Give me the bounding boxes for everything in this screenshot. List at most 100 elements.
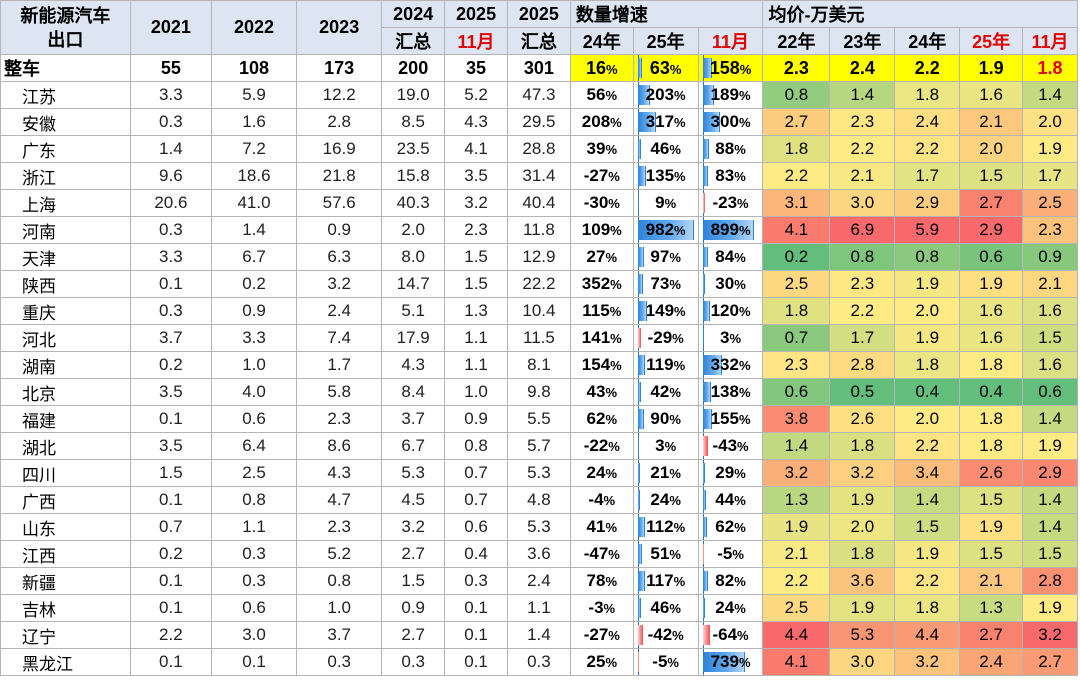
growth-25-unit: %	[674, 115, 686, 130]
total-v2024: 200	[381, 54, 446, 82]
header-2024: 2024	[381, 0, 446, 28]
growth-25-value: 46	[650, 598, 670, 617]
growth-25-label: -42%	[648, 625, 684, 644]
growth-25: -29%	[632, 324, 699, 352]
price-pm: 2.0	[1022, 108, 1078, 136]
price-p23: 1.9	[829, 486, 896, 514]
growth-month-bar	[702, 112, 721, 132]
growth-25-value: 90	[650, 409, 670, 428]
total-price-p22: 2.3	[762, 54, 831, 82]
price-pm: 1.9	[1022, 432, 1078, 460]
price-p24: 0.8	[894, 243, 961, 271]
volume-v2022: 0.6	[210, 405, 298, 433]
price-pm: 3.2	[1022, 621, 1078, 649]
price-p23: 3.0	[829, 189, 896, 217]
volume-v2023: 8.6	[296, 432, 383, 460]
volume-v2025m: 3.5	[444, 162, 508, 190]
growth-month: 120%	[697, 297, 764, 325]
growth-25: 203%	[632, 81, 699, 109]
volume-v2023: 1.7	[296, 351, 383, 379]
province-name: 黑龙江	[0, 648, 131, 676]
growth-month-bar	[702, 517, 708, 537]
volume-v2022: 0.1	[210, 648, 298, 676]
header-price-25: 25年	[959, 27, 1024, 55]
volume-v2025m: 0.1	[444, 621, 508, 649]
growth-25-label: 3%	[655, 436, 676, 455]
growth-month-bar	[702, 436, 708, 456]
total-price-p25: 1.9	[959, 54, 1024, 82]
price-p23: 1.8	[829, 540, 896, 568]
total-v2025t: 301	[506, 54, 571, 82]
volume-v2023: 2.4	[296, 297, 383, 325]
growth-24-value: 56	[586, 85, 606, 104]
growth-month-value: 88	[715, 139, 735, 158]
growth-24-value: 27	[586, 247, 606, 266]
growth-24-unit: %	[610, 223, 622, 238]
volume-v2024: 40.3	[381, 189, 446, 217]
volume-v2025m: 5.2	[444, 81, 508, 109]
growth-24: 39%	[569, 135, 634, 163]
growth-month-unit: %	[737, 196, 749, 211]
growth-month: 155%	[697, 405, 764, 433]
growth-24-label: 208%	[582, 112, 622, 131]
growth-24-label: 39%	[587, 139, 617, 158]
price-p24: 3.2	[894, 648, 961, 676]
growth-24-label: 27%	[587, 247, 617, 266]
growth-25-unit: %	[672, 628, 684, 643]
growth-24-unit: %	[605, 88, 618, 103]
volume-v2021: 9.6	[129, 162, 212, 190]
price-p23: 2.6	[829, 405, 896, 433]
header-price-month: 11月	[1022, 27, 1078, 55]
province-name: 福建	[0, 405, 131, 433]
growth-24-value: -27	[583, 166, 609, 185]
header-row-1: 新能源汽车 出口 2021 2022 2023 2024 2025 2025 数…	[0, 0, 1078, 55]
header-2025-month-sub: 11月	[444, 27, 508, 55]
price-p23: 0.8	[829, 243, 896, 271]
volume-v2024: 8.4	[381, 378, 446, 406]
growth-month-label: 138%	[711, 382, 751, 401]
price-p25: 2.6	[959, 459, 1024, 487]
growth-25-unit: %	[673, 358, 686, 373]
growth-25-value: 112	[646, 517, 674, 536]
growth-month-value: 138	[710, 382, 739, 401]
volume-v2025t: 5.3	[506, 513, 571, 541]
growth-25-label: 112%	[646, 517, 685, 536]
growth-month-unit: %	[734, 142, 746, 157]
price-p25: 1.6	[959, 297, 1024, 325]
growth-month-label: 155%	[711, 409, 751, 428]
growth-24-unit: %	[605, 250, 618, 265]
growth-month: 29%	[697, 459, 764, 487]
growth-24-value: 115	[582, 301, 610, 320]
price-p22: 4.4	[762, 621, 831, 649]
price-pm: 1.9	[1022, 135, 1078, 163]
growth-25-value: 149	[645, 301, 675, 320]
volume-v2024: 0.9	[381, 594, 446, 622]
growth-24: -47%	[569, 540, 634, 568]
growth-25-unit: %	[664, 196, 677, 211]
price-p24: 1.8	[894, 81, 961, 109]
growth-month-unit: %	[738, 304, 751, 319]
growth-month-label: 44%	[715, 490, 745, 509]
growth-24-value: 154	[581, 355, 611, 374]
province-name: 浙江	[0, 162, 131, 190]
header-2022: 2022	[210, 0, 298, 55]
growth-25-bar	[637, 301, 648, 321]
growth-month-bar	[702, 355, 723, 375]
price-p25: 0.6	[959, 243, 1024, 271]
growth-25: -42%	[632, 621, 699, 649]
growth-25: 117%	[632, 567, 699, 595]
total-growth-25-value: 63	[649, 57, 670, 78]
total-growth-24-value: 16	[585, 57, 606, 78]
header-price-group: 均价-万美元	[762, 0, 1078, 28]
total-row: 整车 55 108 173 200 35 301 16% 63% 158% 2.3 2.4 2.2 1.9…	[0, 54, 1078, 82]
growth-month-value: 30	[715, 274, 735, 293]
growth-24-value: -30	[583, 193, 609, 212]
growth-24: 62%	[569, 405, 634, 433]
growth-25: 24%	[632, 486, 699, 514]
growth-24: 25%	[569, 648, 634, 676]
growth-24-unit: %	[603, 493, 616, 508]
growth-month-bar	[702, 598, 705, 618]
growth-24-label: 109%	[582, 220, 622, 239]
growth-month-unit: %	[737, 628, 749, 643]
volume-v2022: 41.0	[210, 189, 298, 217]
